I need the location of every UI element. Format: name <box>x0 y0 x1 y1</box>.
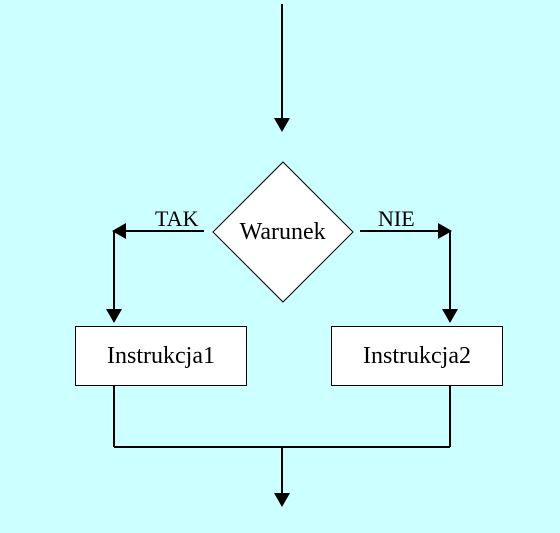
flowchart-canvas: Warunek TAK NIE Instrukcja1 Instrukcja2 <box>0 0 560 533</box>
branch-label-yes: TAK <box>155 206 198 232</box>
process-right-label: Instrukcja2 <box>363 343 471 370</box>
process-instruction-1: Instrukcja1 <box>75 326 247 386</box>
process-instruction-2: Instrukcja2 <box>331 326 503 386</box>
decision-condition: Warunek <box>212 161 353 302</box>
decision-label: Warunek <box>240 219 326 246</box>
process-left-label: Instrukcja1 <box>107 343 215 370</box>
branch-label-no: NIE <box>378 206 415 232</box>
